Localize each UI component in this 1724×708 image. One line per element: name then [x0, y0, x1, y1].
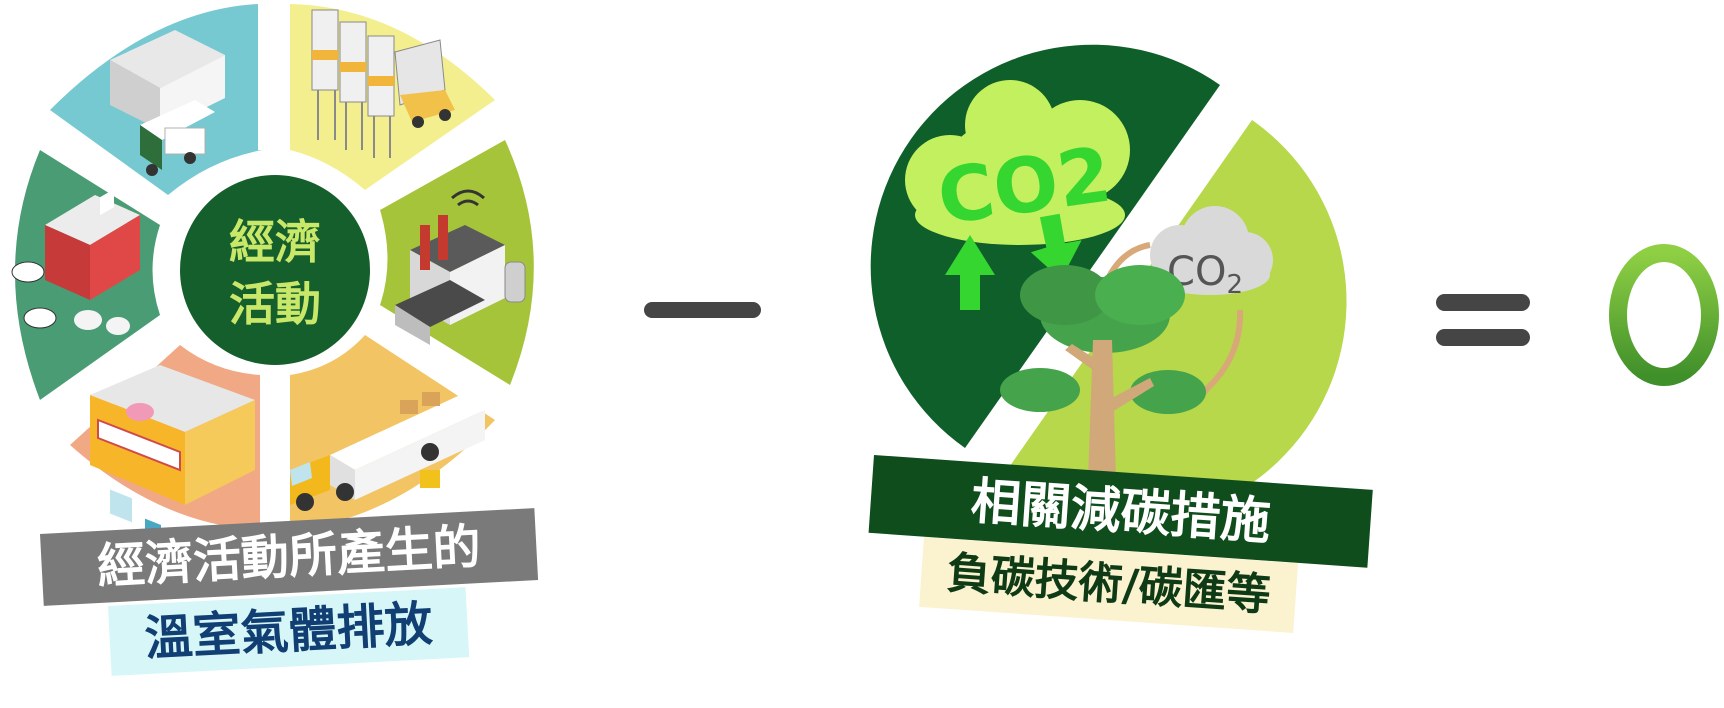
co2-cloud-icon: CO2	[905, 80, 1130, 245]
segment-logistics-truck	[290, 335, 495, 530]
economic-activity-wheel: 經濟 活動	[11, 4, 534, 540]
segment-farm-barn	[11, 150, 160, 400]
equals-operator	[1436, 294, 1530, 346]
result-zero: 0	[1609, 244, 1719, 386]
livestock-icon	[11, 261, 130, 335]
arrow-down-icon	[1030, 213, 1082, 280]
left-caption-line2: 溫室氣體排放	[108, 587, 470, 676]
segment-silo-plant	[290, 4, 495, 190]
carbon-reduction-circle: CO2 CO2	[870, 44, 1347, 500]
result-value: 0	[1663, 329, 1665, 331]
hub-label-line2: 活動	[229, 277, 321, 331]
segment-industrial-factory	[380, 140, 534, 385]
minus-operator	[644, 302, 761, 318]
zero-ring	[1609, 244, 1719, 386]
segment-retail-store	[70, 345, 260, 540]
arrow-up-icon	[945, 235, 995, 310]
hub-label-line1: 經濟	[229, 215, 321, 269]
economic-activity-hub: 經濟 活動	[172, 167, 378, 373]
segment-recycling-facility	[50, 4, 262, 195]
tree-icon	[1000, 265, 1206, 492]
